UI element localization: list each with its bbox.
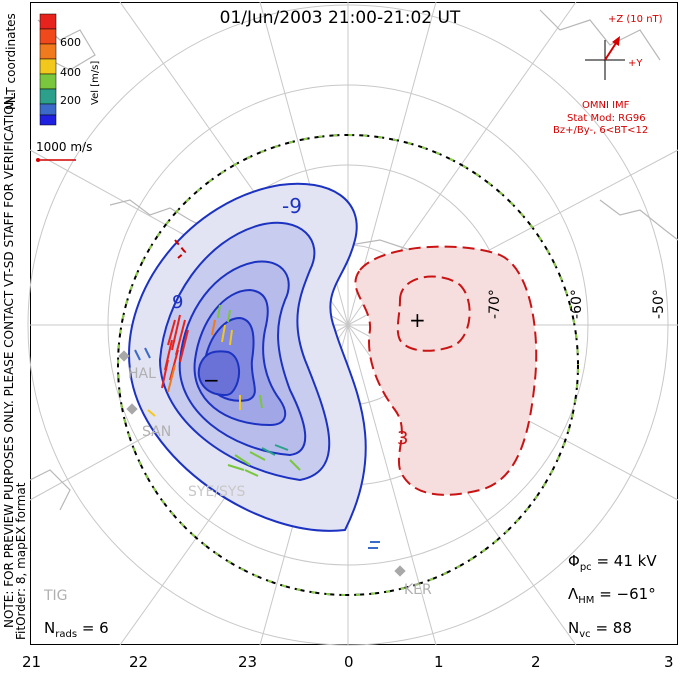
contour-label-3: 3 (397, 428, 409, 449)
mlt-tick-22: 22 (129, 653, 149, 671)
colorbar-tick-200: 200 (60, 94, 81, 107)
radar-sites (118, 350, 406, 577)
fit-order-note: FitOrder: 8, mapEX format (14, 482, 28, 640)
imf-z-label: +Z (10 nT) (608, 14, 663, 25)
lat-label-50: -50° (650, 289, 667, 319)
station-san: SAN (142, 424, 172, 440)
plot-title: 01/Jun/2003 21:00-21:02 UT (219, 8, 461, 28)
lat-label-70: -70° (486, 289, 503, 319)
contour-label-neg9: -9 (282, 194, 302, 218)
mlt-tick-2: 2 (531, 653, 541, 671)
velocity-vectors (134, 304, 380, 549)
imf-y-label: +Y (628, 58, 643, 69)
imf-source: OMNI IMF (582, 100, 630, 111)
colorbar-label: Vel [m/s] (90, 60, 101, 105)
dawn-convection-cell (354, 245, 538, 496)
colorbar-tick-600: 600 (60, 36, 81, 49)
lat-label-60: -60° (568, 289, 585, 319)
station-hal: HAL (128, 366, 156, 382)
contour-label-9: 9 (172, 292, 184, 313)
mlt-tick-0: 0 (344, 653, 354, 671)
imf-condition: Bz+/By-, 6<BT<12 (553, 125, 649, 136)
longitude-grid (29, 1, 679, 646)
station-tig: TIG (44, 588, 68, 604)
station-ker: KER (404, 582, 432, 598)
velocity-scale-label: 1000 m/s (36, 140, 93, 154)
potential-maximum-marker: + (409, 308, 426, 332)
nvc-stat: Nvc = 88 (568, 619, 632, 640)
mlt-tick-21: 21 (22, 653, 42, 671)
velocity-colorbar (39, 13, 57, 126)
colorbar-tick-400: 400 (60, 66, 81, 79)
lambda-hm-stat: ΛHM = −61° (568, 585, 656, 606)
potential-minimum-marker: − (203, 368, 220, 392)
nrads-stat: Nrads = 6 (44, 619, 109, 640)
mlt-tick-3: 3 (664, 653, 674, 671)
phi-pc-stat: Φpc = 41 kV (568, 552, 657, 573)
mlt-tick-23: 23 (238, 653, 258, 671)
station-sye-sys: SYE/SYS (188, 484, 246, 500)
imf-model: Stat Mod: RG96 (567, 113, 646, 124)
dusk-convection-cell (128, 182, 367, 532)
mlt-tick-1: 1 (434, 653, 444, 671)
